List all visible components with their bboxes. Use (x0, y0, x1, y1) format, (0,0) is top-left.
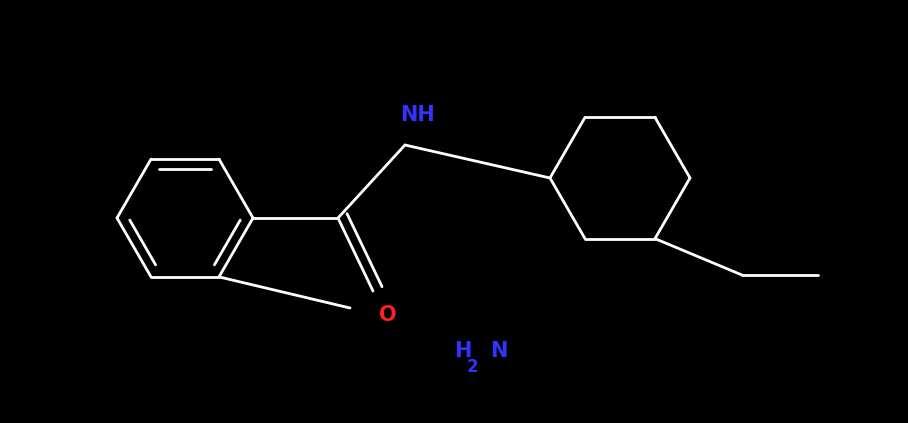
Text: H: H (455, 341, 472, 361)
Text: 2: 2 (466, 358, 478, 376)
Text: NH: NH (400, 105, 435, 125)
Text: O: O (380, 305, 397, 325)
Text: N: N (490, 341, 508, 361)
